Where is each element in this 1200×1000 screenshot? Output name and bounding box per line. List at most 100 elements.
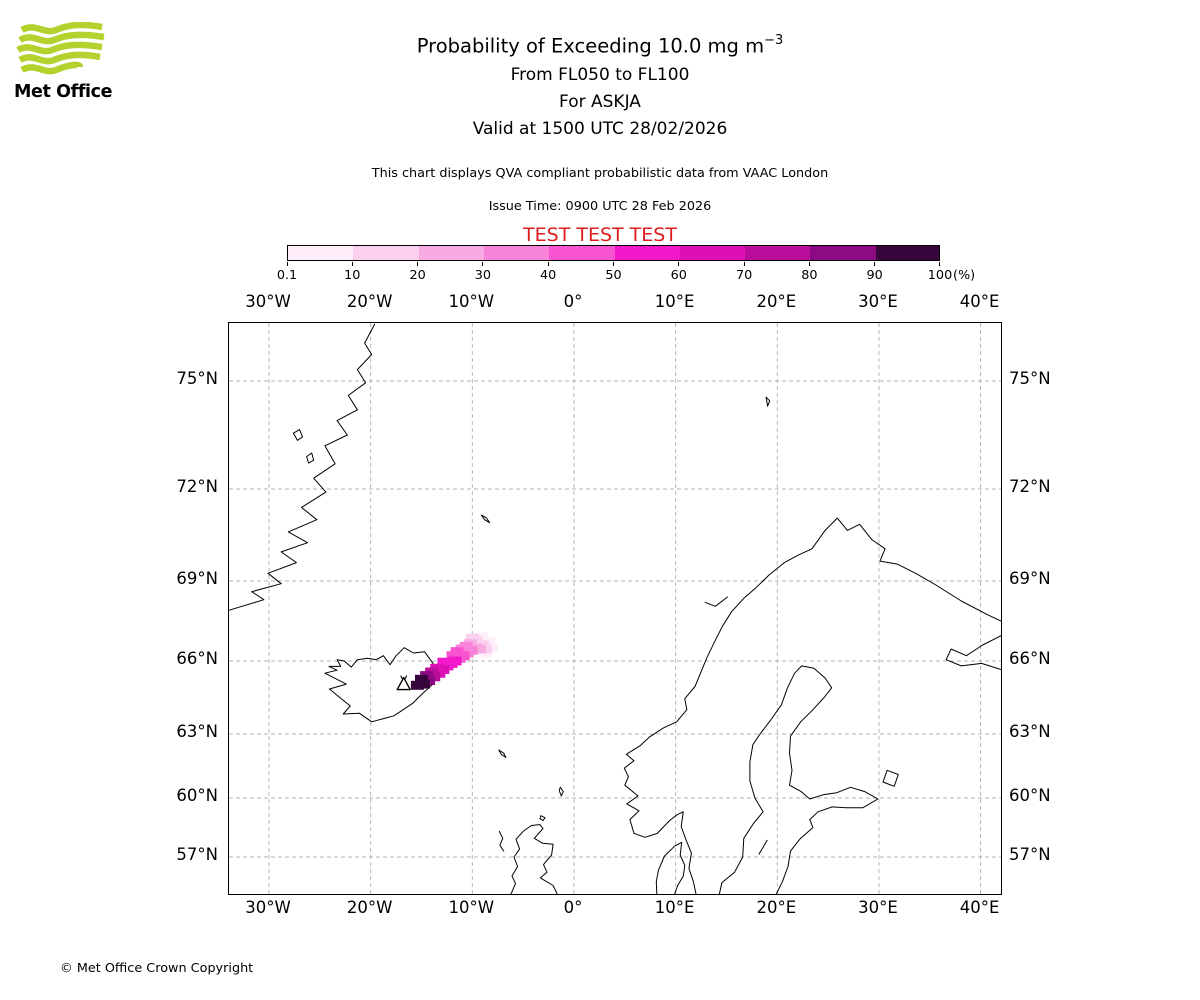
colorbar-tick [613, 262, 614, 266]
colorbar-tick-label: 50 [605, 268, 622, 283]
logo-wave [20, 21, 103, 35]
chart-title: Probability of Exceeding 10.0 mg m−3 [0, 27, 1200, 62]
lat-label-left: 60°N [176, 786, 218, 805]
probability-map [228, 322, 1002, 895]
coastline [292, 429, 303, 441]
chart-title-text: Probability of Exceeding 10.0 mg m [416, 34, 765, 58]
subtitle-volcano: For ASKJA [559, 91, 641, 112]
subtitle-valid-time: Valid at 1500 UTC 28/02/2026 [472, 118, 728, 139]
colorbar-tick [678, 262, 680, 266]
lat-label-right: 75°N [1009, 369, 1051, 388]
lat-label-left: 69°N [176, 569, 218, 588]
issue-time: Issue Time: 0900 UTC 28 Feb 2026 [488, 198, 712, 214]
colorbar-tick [351, 262, 353, 266]
coastline [539, 815, 546, 822]
lon-label-bottom: 40°E [959, 898, 1000, 917]
test-banner: TEST TEST TEST [523, 223, 677, 246]
coastline [945, 635, 1001, 670]
coastline [229, 323, 376, 611]
colorbar-tick-label: 0.1 [276, 268, 298, 283]
lon-label-top: 10°E [654, 292, 695, 311]
subtitle-flight-levels: From FL050 to FL100 [510, 64, 690, 85]
lon-label-top: 40°E [959, 292, 1000, 311]
met-office-logo-waves [16, 21, 105, 75]
coastline [882, 769, 899, 787]
colorbar-segment [418, 246, 485, 260]
colorbar-tick-label: 80 [801, 268, 818, 283]
colorbar-tick [287, 262, 288, 266]
colorbar-tick-label: 40 [540, 268, 557, 283]
lat-label-left: 72°N [176, 477, 218, 496]
lat-label-right: 72°N [1009, 477, 1051, 496]
lat-label-right: 60°N [1009, 786, 1051, 805]
colorbar-segment [614, 246, 681, 260]
colorbar-unit-label: (%) [953, 268, 976, 283]
lon-label-top: 20°E [756, 292, 797, 311]
colorbar-segment [483, 246, 550, 260]
lat-label-right: 57°N [1009, 845, 1051, 864]
lat-label-left: 63°N [176, 722, 218, 741]
plume-cell [415, 674, 428, 684]
coastline [558, 786, 564, 797]
colorbar-tick [547, 262, 549, 266]
colorbar-segment [288, 246, 354, 260]
map-area: 30°W 30°W 20°W 20°W 10°W 10°W 0° 0° 10°E 10°E 20°E… [176, 292, 1050, 917]
colorbar-segment [679, 246, 746, 260]
colorbar-tick [743, 262, 745, 266]
lon-label-top: 30°W [245, 292, 291, 311]
colorbar-gradient [287, 245, 940, 261]
volcano-triangle-icon [396, 676, 411, 691]
chart-title-exponent: −3 [764, 33, 784, 48]
lon-label-top: 20°W [346, 292, 393, 311]
probability-colorbar: 0.1 10 20 30 40 50 60 70 80 90 100 (%) [277, 245, 975, 295]
colorbar-tick-label: 70 [735, 268, 753, 283]
plume-cell [437, 657, 451, 667]
coastline [510, 824, 558, 894]
coastline [623, 517, 1001, 894]
lon-label-bottom: 0° [563, 898, 583, 917]
volcano-marker [396, 675, 411, 691]
colorbar-tick [808, 262, 810, 266]
lat-label-left: 75°N [176, 369, 218, 388]
colorbar-tick [417, 262, 419, 266]
lon-label-top: 30°E [858, 292, 898, 311]
colorbar-tick-label: 100 [927, 268, 953, 283]
plume-cell [472, 644, 486, 654]
lat-label-right: 66°N [1009, 649, 1051, 668]
plume-cell [448, 656, 462, 666]
colorbar-tick-label: 90 [866, 268, 883, 283]
lat-label-left: 66°N [176, 649, 218, 668]
met-office-logo-text: Met Office [14, 82, 113, 102]
colorbar-segment [549, 246, 616, 260]
colorbar-segment [810, 246, 877, 260]
lon-label-bottom: 10°E [654, 898, 695, 917]
plume-cell [465, 633, 479, 643]
colorbar-segment [353, 246, 420, 260]
coastline [498, 830, 505, 852]
colorbar-tick [482, 262, 484, 266]
logo-wave [18, 31, 105, 45]
colorbar-tick-label: 30 [474, 268, 492, 283]
coastline [655, 841, 686, 894]
coastline [306, 452, 315, 464]
colorbar-tick-label: 10 [344, 268, 361, 283]
plume-cell [436, 665, 450, 674]
logo-wave [18, 51, 101, 65]
header: Probability of Exceeding 10.0 mg m−3 Fro… [0, 0, 1200, 246]
met-office-logo: Met Office [14, 21, 124, 102]
lon-label-bottom: 20°W [346, 898, 393, 917]
lat-label-right: 63°N [1009, 722, 1051, 741]
plume-cell [417, 679, 430, 689]
lat-label-right: 69°N [1009, 569, 1051, 588]
coastline [765, 396, 771, 407]
lat-label-left: 57°N [176, 845, 218, 864]
plume-cell [450, 647, 464, 657]
coastline [324, 647, 437, 723]
coastline [718, 665, 879, 894]
colorbar-tick-label: 60 [670, 268, 687, 283]
lon-label-bottom: 10°W [448, 898, 495, 917]
volcano-spark-icon [404, 675, 408, 680]
qva-compliance-note: This chart displays QVA compliant probab… [371, 165, 829, 181]
logo-wave [20, 61, 84, 75]
coastline [704, 596, 728, 607]
